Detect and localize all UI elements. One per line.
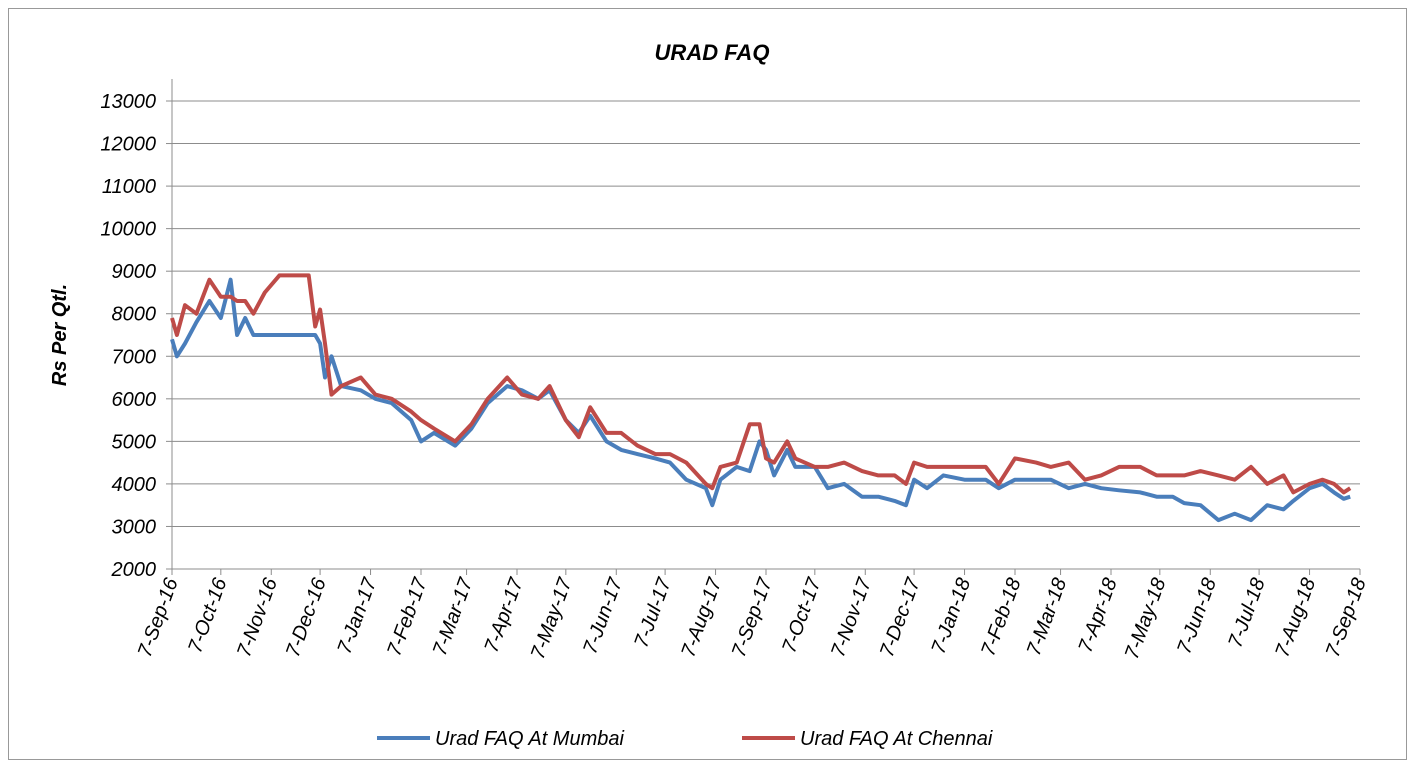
y-tick-label: 9000	[112, 261, 157, 283]
y-axis-label: Rs Per Qtl.	[49, 284, 71, 386]
series-line	[170, 273, 1352, 495]
y-tick-label: 2000	[111, 559, 157, 581]
chart-title: URAD FAQ	[655, 40, 770, 65]
y-tick-label: 3000	[112, 516, 157, 538]
y-tick-label: 4000	[112, 474, 157, 496]
y-tick-label: 11000	[102, 176, 156, 198]
series-line	[170, 277, 1351, 523]
y-tick-label: 12000	[100, 134, 156, 156]
y-tick-label: 6000	[112, 389, 157, 411]
y-tick-label: 8000	[112, 304, 157, 326]
legend-label: Urad FAQ At Chennai	[800, 728, 993, 750]
legend-label: Urad FAQ At Mumbai	[435, 728, 624, 750]
y-tick-label: 13000	[100, 91, 156, 113]
y-tick-label: 10000	[100, 219, 156, 241]
y-tick-label: 7000	[112, 346, 157, 368]
y-tick-label: 5000	[112, 431, 157, 453]
chart-border	[8, 8, 1407, 760]
